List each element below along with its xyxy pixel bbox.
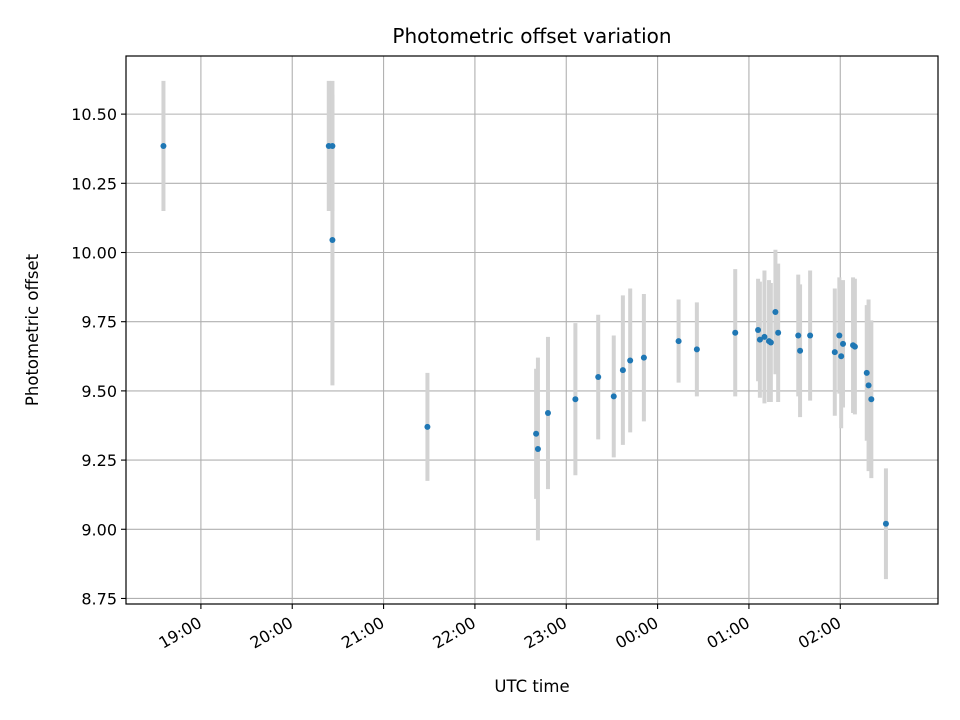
data-point — [761, 333, 768, 340]
data-point — [160, 142, 167, 149]
plot-frame — [125, 55, 939, 605]
data-point — [329, 142, 336, 149]
data-point — [534, 446, 541, 453]
data-point — [619, 367, 626, 374]
data-point — [693, 346, 700, 353]
data-point — [640, 354, 647, 361]
data-point — [851, 343, 858, 350]
data-point — [807, 332, 814, 339]
data-point — [865, 382, 872, 389]
y-axis-label: Photometric offset — [23, 253, 42, 406]
data-point — [772, 309, 779, 316]
data-point — [675, 338, 682, 345]
data-point — [797, 347, 804, 354]
data-point — [775, 329, 782, 336]
x-axis-label: UTC time — [494, 677, 569, 696]
data-point — [882, 520, 889, 527]
y-tick-label: 10.50 — [71, 105, 117, 124]
data-point — [836, 332, 843, 339]
data-point — [329, 237, 336, 244]
data-point — [572, 396, 579, 403]
data-point — [868, 396, 875, 403]
y-tick-label: 9.75 — [81, 313, 117, 332]
data-point — [756, 336, 763, 343]
data-point — [627, 357, 634, 364]
data-point — [732, 329, 739, 336]
data-point — [610, 393, 617, 400]
data-point — [533, 430, 540, 437]
y-tick-label: 10.00 — [71, 244, 117, 263]
y-tick-label: 10.25 — [71, 174, 117, 193]
data-point — [863, 369, 870, 376]
data-point — [795, 332, 802, 339]
chart-title: Photometric offset variation — [392, 24, 671, 48]
data-point — [767, 339, 774, 346]
data-points — [160, 142, 889, 527]
y-axis-ticks: 8.75 9.00 9.25 9.50 9.75 10.00 10.25 10.50 — [71, 105, 126, 608]
plot-area — [126, 56, 938, 604]
y-tick-label: 9.50 — [81, 382, 117, 401]
y-tick-label: 8.75 — [81, 589, 117, 608]
data-point — [595, 374, 602, 381]
y-tick-label: 9.25 — [81, 451, 117, 470]
y-tick-label: 9.00 — [81, 520, 117, 539]
data-point — [838, 353, 845, 360]
data-point — [544, 410, 551, 417]
data-point — [755, 327, 762, 333]
grid — [126, 56, 938, 604]
data-point — [840, 340, 847, 347]
data-point — [831, 349, 838, 356]
data-point — [424, 423, 431, 430]
